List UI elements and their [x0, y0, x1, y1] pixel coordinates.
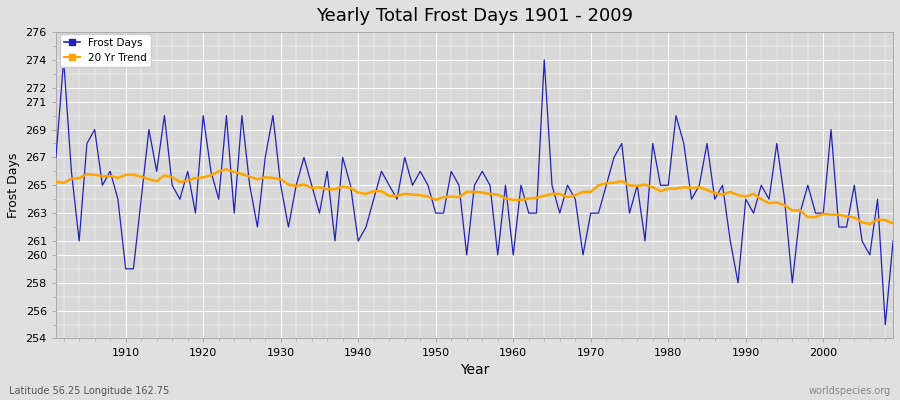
Title: Yearly Total Frost Days 1901 - 2009: Yearly Total Frost Days 1901 - 2009 [316, 7, 633, 25]
X-axis label: Year: Year [460, 363, 490, 377]
Text: worldspecies.org: worldspecies.org [809, 386, 891, 396]
Text: Latitude 56.25 Longitude 162.75: Latitude 56.25 Longitude 162.75 [9, 386, 169, 396]
Legend: Frost Days, 20 Yr Trend: Frost Days, 20 Yr Trend [60, 34, 151, 67]
Y-axis label: Frost Days: Frost Days [7, 152, 20, 218]
